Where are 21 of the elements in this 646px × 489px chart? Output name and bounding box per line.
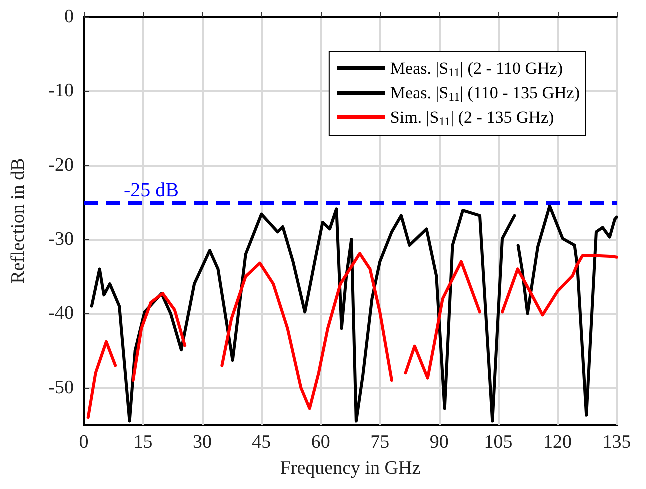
y-tick-label: -50 [48, 377, 74, 398]
ref-line-label: -25 dB [124, 179, 179, 202]
y-tick-label: -40 [48, 303, 74, 324]
x-tick-label: 120 [544, 432, 572, 453]
x-tick-label: 60 [311, 432, 330, 453]
y-tick-label: -30 [48, 229, 74, 250]
x-axis-title: Frequency in GHz [280, 458, 421, 479]
y-tick-label: -20 [48, 154, 74, 176]
x-tick-label: 90 [430, 432, 449, 453]
line-series [516, 204, 618, 417]
y-tick-label: -10 [48, 80, 74, 102]
x-tick-label: 15 [134, 432, 153, 453]
x-tick-label: 135 [602, 432, 632, 453]
y-tick-label: 0 [64, 6, 74, 28]
x-tick-label: 30 [192, 432, 212, 453]
x-tick-label: 0 [79, 432, 89, 453]
line-series [90, 208, 516, 423]
x-tick-label: 105 [484, 432, 513, 453]
y-axis-title: Reflection in dB [8, 158, 29, 284]
x-tick-label: 75 [370, 432, 390, 453]
x-tick-label: 45 [252, 432, 272, 453]
